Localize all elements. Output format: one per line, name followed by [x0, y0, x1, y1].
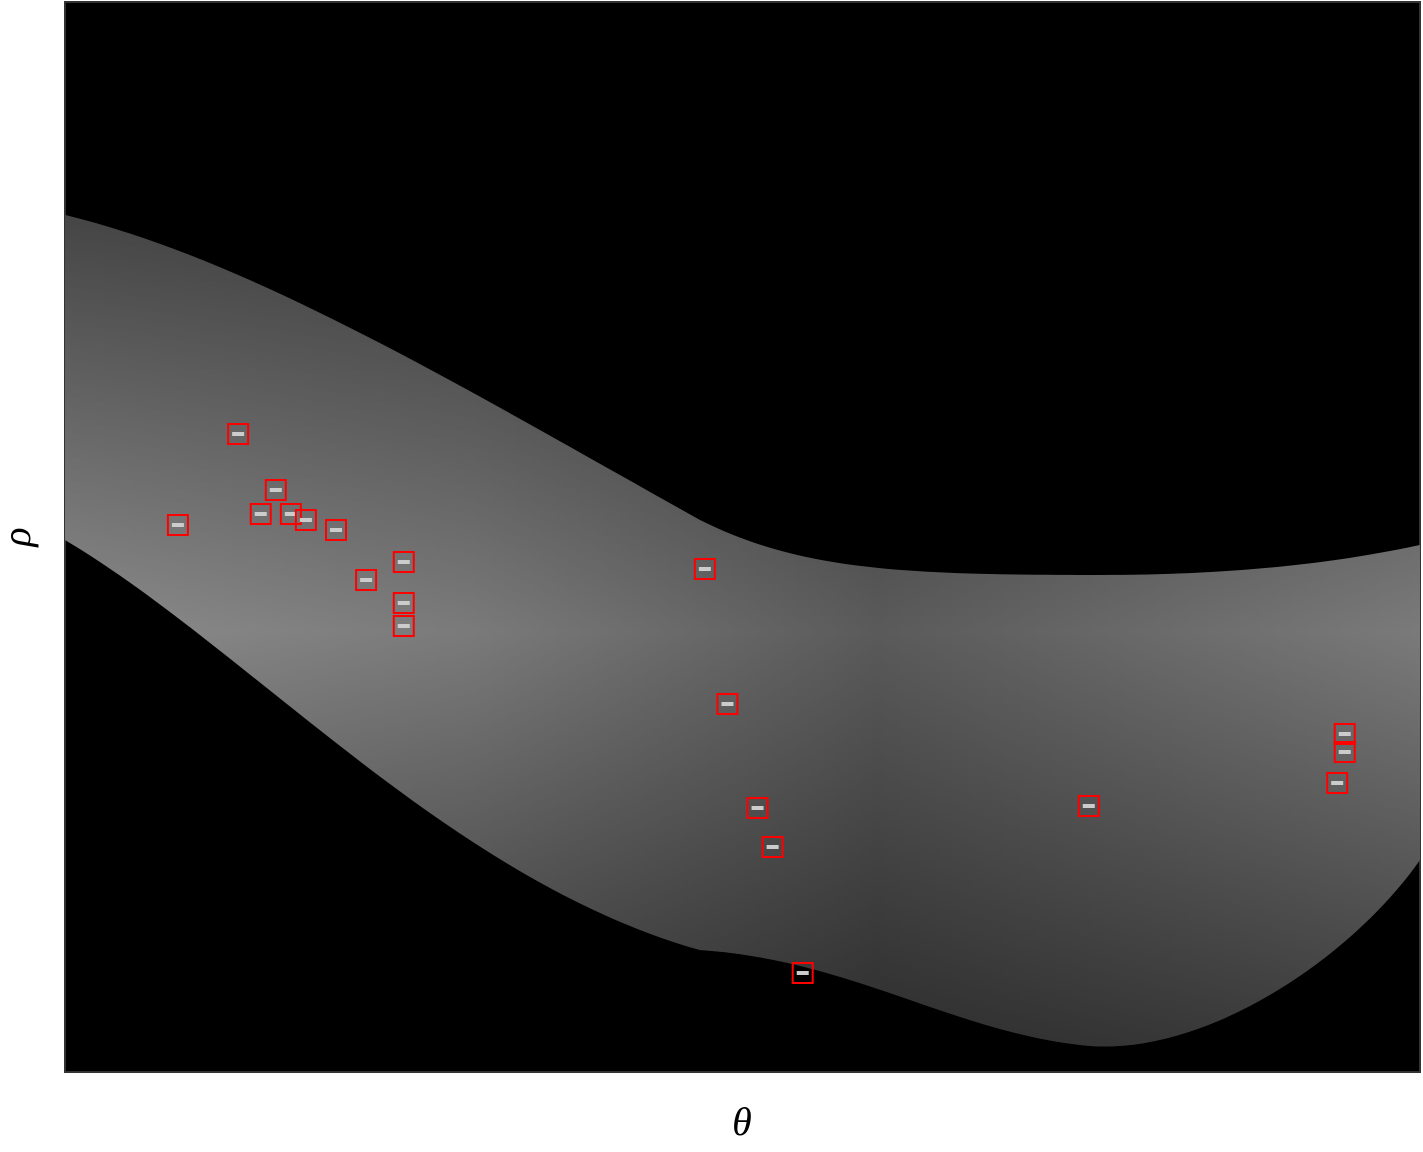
peak-marker — [264, 479, 287, 501]
peak-marker — [249, 503, 272, 525]
peak-highlight — [254, 512, 267, 516]
peak-highlight — [1331, 781, 1344, 785]
peak-marker — [392, 592, 415, 614]
peak-highlight — [1338, 732, 1351, 736]
peak-highlight — [330, 528, 342, 532]
peak-marker — [279, 503, 302, 525]
peak-marker — [166, 514, 189, 536]
peak-highlight — [721, 702, 734, 706]
peak-highlight — [1338, 750, 1351, 754]
peak-marker — [746, 797, 769, 819]
peak-marker — [392, 615, 415, 637]
peak-marker — [693, 558, 716, 580]
peak-highlight — [171, 523, 184, 527]
peak-highlight — [766, 845, 779, 849]
peak-highlight — [397, 624, 410, 628]
peak-marker — [716, 693, 739, 715]
peak-highlight — [751, 806, 764, 810]
peak-marker — [761, 836, 784, 858]
peak-marker — [791, 962, 814, 984]
peak-marker — [355, 569, 378, 591]
peak-highlight — [284, 512, 297, 516]
peak-marker — [1326, 772, 1349, 794]
peak-highlight — [397, 601, 410, 605]
peak-highlight — [360, 578, 373, 582]
x-axis-label: θ — [732, 1099, 752, 1144]
peak-marker — [1333, 741, 1356, 763]
peak-highlight — [698, 567, 711, 571]
peak-highlight — [796, 971, 809, 975]
hough-shade — [65, 215, 1420, 1047]
y-axis-label: ρ — [0, 527, 39, 548]
peak-highlight — [269, 488, 282, 492]
peak-marker — [294, 509, 317, 531]
peak-marker — [1333, 723, 1356, 745]
peak-marker — [227, 423, 250, 445]
peak-highlight — [232, 432, 245, 436]
peak-highlight — [299, 518, 312, 522]
peak-marker — [1077, 795, 1100, 817]
peak-marker — [392, 551, 415, 573]
peak-highlight — [1082, 804, 1095, 808]
peak-marker — [325, 519, 347, 541]
peak-highlight — [397, 560, 410, 564]
